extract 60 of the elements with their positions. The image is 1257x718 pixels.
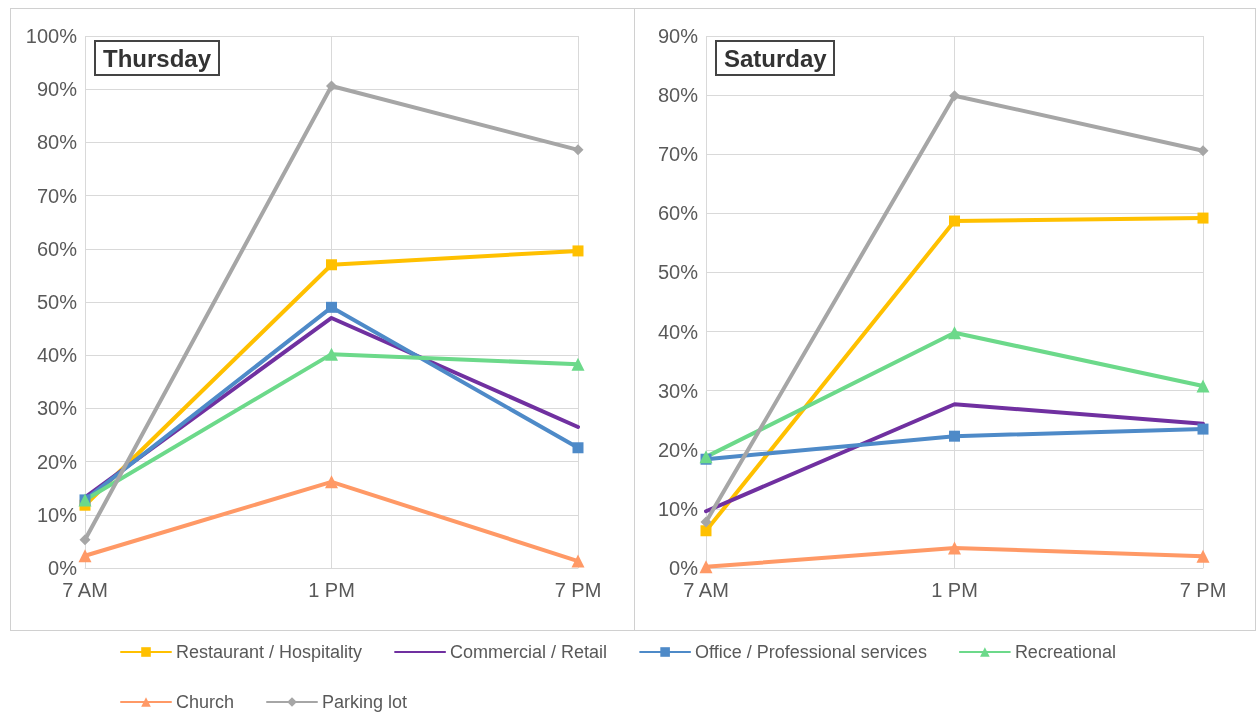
x-tick-label: 1 PM — [931, 579, 978, 601]
legend-label: Office / Professional services — [695, 642, 927, 662]
y-tick-label: 20% — [657, 438, 699, 461]
legend-label: Church — [176, 692, 235, 712]
point — [1197, 145, 1209, 157]
y-tick-label: 10% — [657, 497, 699, 520]
y-tick-label: 70% — [36, 184, 78, 207]
y-tick-label: 70% — [657, 143, 699, 166]
y-tick-label: 0% — [669, 557, 699, 579]
point — [572, 144, 584, 156]
y-tick-label: 30% — [657, 379, 699, 402]
point — [326, 259, 337, 271]
y-tick-label: 10% — [36, 503, 78, 526]
point — [325, 475, 338, 489]
point — [948, 326, 961, 340]
y-tick-label: 100% — [25, 25, 78, 47]
point — [79, 534, 91, 546]
legend-label: Restaurant / Hospitality — [176, 642, 363, 662]
y-tick-label: 50% — [657, 261, 699, 284]
chart-title: Thursday — [103, 44, 212, 72]
point — [326, 301, 337, 313]
point — [700, 516, 712, 528]
y-tick-label: 90% — [36, 78, 78, 101]
y-tick-label: 40% — [657, 320, 699, 343]
legend-label: Commercial / Retail — [450, 642, 608, 662]
x-tick-label: 1 PM — [308, 579, 355, 601]
point — [700, 525, 712, 537]
point — [949, 90, 960, 102]
point — [1197, 212, 1209, 224]
point — [325, 347, 338, 361]
point — [572, 245, 584, 257]
y-tick-label: 90% — [657, 25, 699, 47]
point — [949, 215, 960, 227]
x-tick-label: 7 PM — [554, 579, 602, 601]
chart-title: Saturday — [724, 44, 828, 72]
point — [571, 554, 585, 568]
point — [1196, 379, 1210, 393]
y-tick-label: 80% — [657, 84, 699, 107]
y-tick-label: 20% — [36, 450, 78, 473]
y-tick-label: 60% — [36, 237, 78, 260]
point — [1197, 423, 1209, 435]
x-tick-label: 7 AM — [62, 579, 108, 601]
y-tick-label: 80% — [36, 131, 78, 154]
point — [78, 549, 92, 563]
y-tick-label: 60% — [657, 202, 699, 225]
x-tick-label: 7 PM — [1179, 579, 1227, 601]
legend-label: Parking lot — [322, 692, 408, 712]
point — [572, 442, 584, 454]
point — [949, 430, 960, 442]
point — [326, 80, 337, 92]
legend-label: Recreational — [1014, 642, 1116, 662]
y-tick-label: 40% — [36, 344, 78, 367]
y-tick-label: 30% — [36, 397, 78, 420]
x-tick-label: 7 AM — [683, 579, 729, 601]
point — [948, 541, 961, 555]
point — [699, 560, 713, 574]
y-tick-label: 0% — [48, 557, 78, 579]
point — [1196, 549, 1210, 563]
y-tick-label: 50% — [36, 291, 78, 313]
point — [571, 357, 585, 371]
